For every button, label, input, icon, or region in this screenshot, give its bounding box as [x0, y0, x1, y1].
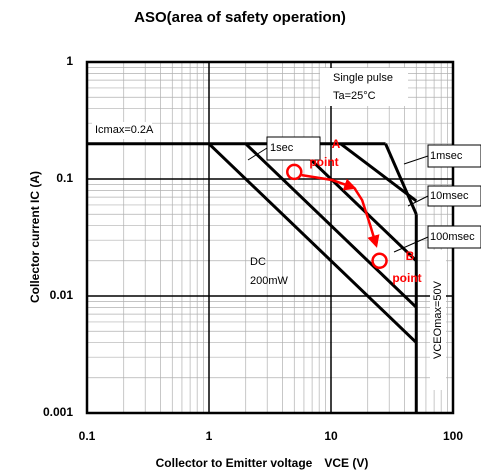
series-label: 1sec	[270, 142, 294, 154]
plot-area	[87, 62, 453, 413]
limit-line	[293, 142, 418, 262]
series-label: DC	[250, 256, 266, 268]
x-tick-label: 0.1	[79, 429, 96, 443]
annotation: Single pulse	[333, 72, 393, 84]
arrow	[353, 187, 380, 248]
y-tick-label: 0.001	[43, 405, 73, 419]
annotation: A	[332, 137, 341, 151]
limit-line	[339, 142, 418, 203]
annotation: point	[309, 155, 338, 169]
series-label: Icmax=0.2A	[95, 124, 154, 136]
annotation: B	[406, 249, 415, 263]
y-tick-label: 1	[66, 54, 73, 68]
series-label: 1msec	[430, 150, 463, 162]
grid	[85, 60, 455, 415]
point-marker	[286, 163, 303, 181]
point-marker	[371, 252, 388, 270]
limit-line	[244, 142, 418, 309]
leader-lines	[247, 147, 429, 253]
label-box	[430, 250, 446, 390]
y-tick-label: 0.1	[56, 171, 73, 185]
x-axis-label: Collector to Emitter voltage VCE (V)	[156, 456, 369, 470]
chart-title: ASO(area of safety operation)	[134, 9, 346, 26]
series-label: VCEOmax=50V	[432, 280, 444, 359]
limit-line	[384, 143, 418, 215]
annotation: Ta=25°C	[333, 90, 376, 102]
limit-line	[207, 142, 418, 344]
series-label: 100msec	[430, 231, 475, 243]
annotation: point	[392, 271, 421, 285]
y-tick-label: 0.01	[50, 288, 74, 302]
arrow	[301, 173, 357, 191]
x-tick-label: 100	[443, 429, 463, 443]
annotation: 200mW	[250, 275, 289, 287]
series-label: 10msec	[430, 190, 469, 202]
x-tick-label: 1	[206, 429, 213, 443]
x-tick-label: 10	[324, 429, 338, 443]
y-axis-label: Collector current IC (A)	[28, 171, 42, 303]
labels: Icmax=0.2A DC 1sec 100msec 10msec 1msec VCEOma…	[95, 72, 475, 359]
lines	[87, 142, 418, 413]
label-box	[92, 122, 152, 139]
label-box	[320, 68, 408, 106]
